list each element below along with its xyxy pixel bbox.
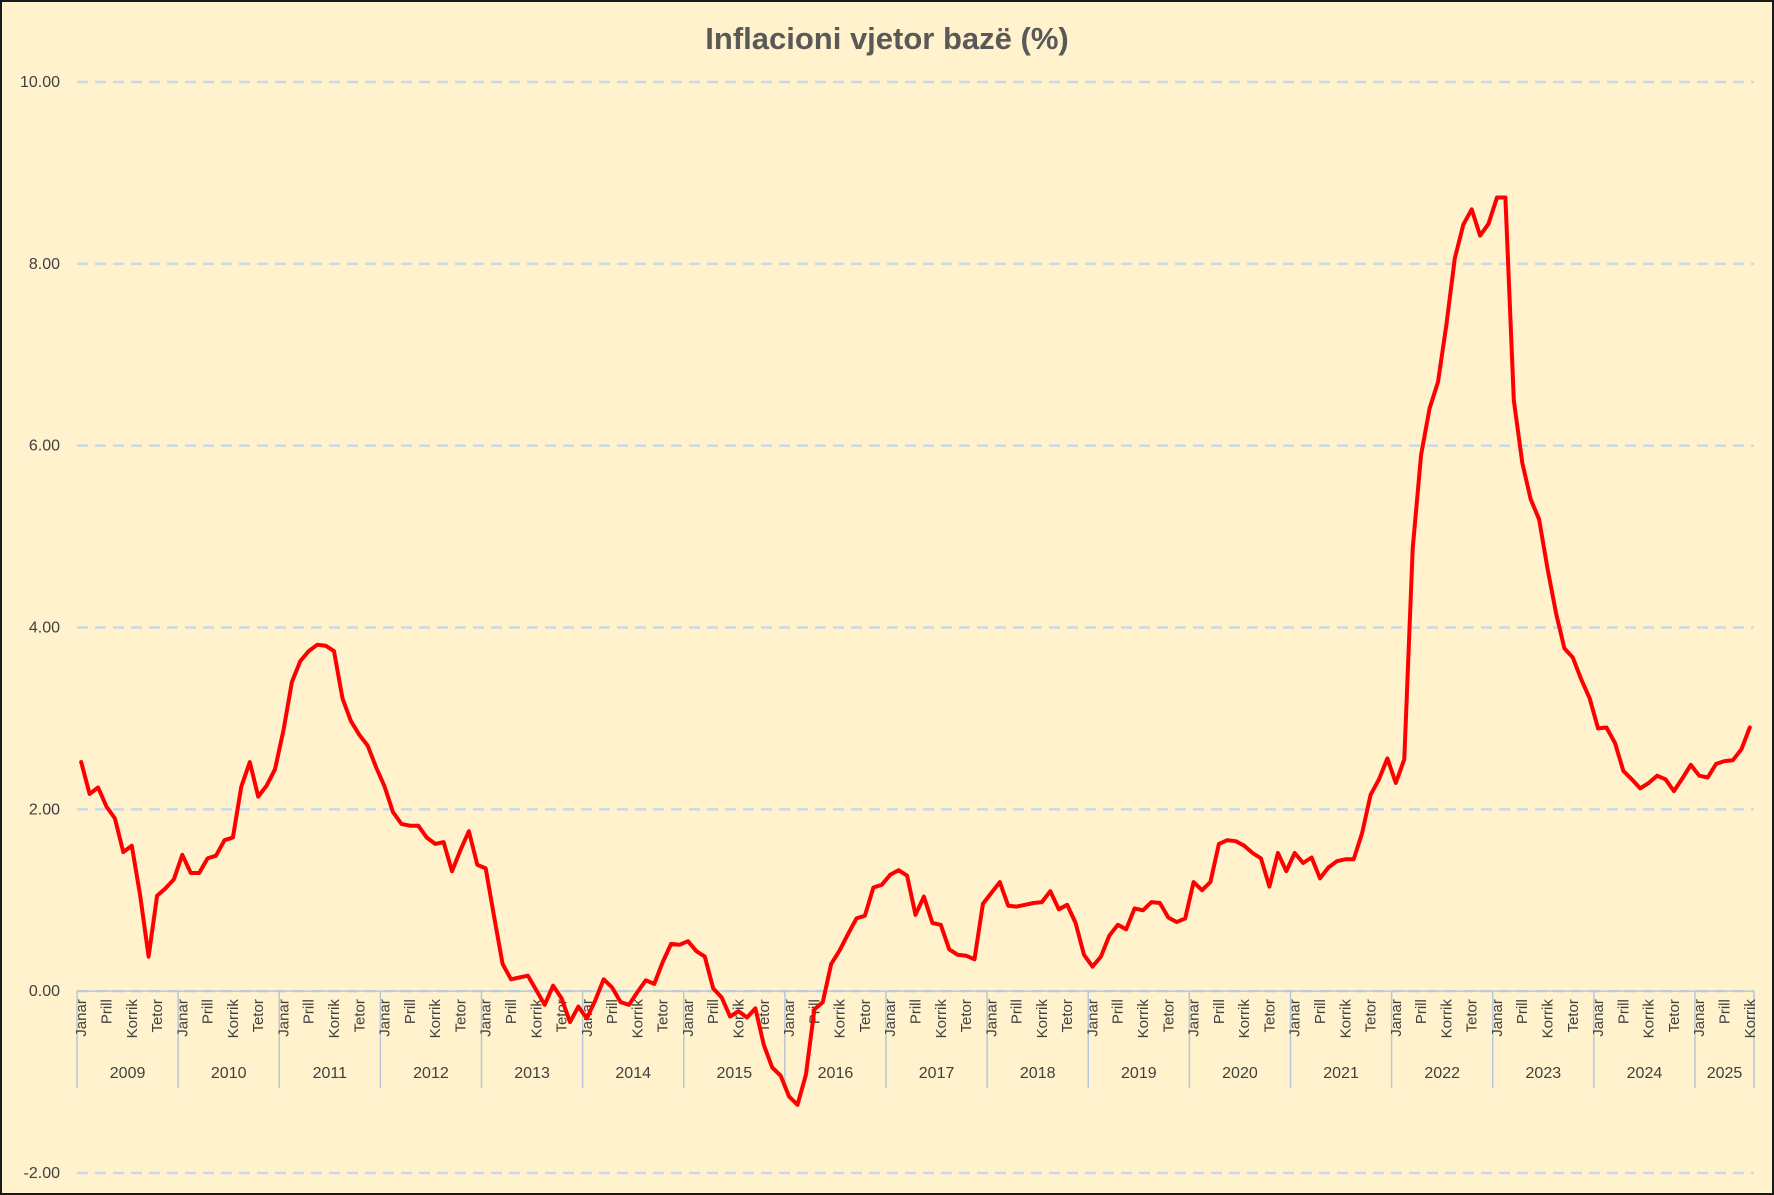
x-month-label: Korrik — [933, 999, 950, 1039]
y-tick-label: 8.00 — [29, 256, 60, 273]
x-year-label: 2009 — [110, 1065, 146, 1082]
x-month-label: Korrik — [1337, 999, 1354, 1039]
x-month-label: Janar — [882, 999, 899, 1037]
x-month-label: Janar — [174, 999, 191, 1037]
x-month-label: Korrik — [1742, 999, 1759, 1039]
x-month-label: Tetor — [1261, 999, 1278, 1032]
x-month-label: Prill — [705, 999, 722, 1024]
x-month-label: Korrik — [124, 999, 141, 1039]
x-month-label: Prill — [301, 999, 318, 1024]
y-tick-label: 2.00 — [29, 801, 60, 818]
x-month-label: Korrik — [1034, 999, 1051, 1039]
x-year-label: 2013 — [514, 1065, 550, 1082]
x-year-label: 2024 — [1627, 1065, 1663, 1082]
x-month-label: Janar — [275, 999, 292, 1037]
x-month-label: Tetor — [1666, 999, 1683, 1032]
x-month-label: Prill — [98, 999, 115, 1024]
series-group — [79, 195, 1752, 1107]
x-month-label: Korrik — [1135, 999, 1152, 1039]
x-year-label: 2022 — [1424, 1065, 1460, 1082]
x-month-label: Janar — [1489, 999, 1506, 1037]
x-month-label: Korrik — [1641, 999, 1658, 1039]
x-month-label: Prill — [1110, 999, 1127, 1024]
x-month-label: Prill — [200, 999, 217, 1024]
x-year-label: 2017 — [919, 1065, 955, 1082]
x-month-label: Prill — [1413, 999, 1430, 1024]
x-month-label: Janar — [781, 999, 798, 1037]
x-month-label: Janar — [1287, 999, 1304, 1037]
x-month-label: Korrik — [1236, 999, 1253, 1039]
x-month-label: Prill — [1312, 999, 1329, 1024]
x-month-label: Prill — [604, 999, 621, 1024]
x-year-label: 2012 — [413, 1065, 449, 1082]
x-month-label: Tetor — [351, 999, 368, 1032]
x-month-label: Tetor — [1464, 999, 1481, 1032]
x-year-label: 2025 — [1707, 1065, 1743, 1082]
x-month-label: Tetor — [655, 999, 672, 1032]
x-month-label: Korrik — [629, 999, 646, 1039]
y-tick-label: 6.00 — [29, 438, 60, 455]
x-month-label: Janar — [377, 999, 394, 1037]
y-tick-label: 0.00 — [29, 983, 60, 1000]
x-month-label: Korrik — [528, 999, 545, 1039]
x-month-label: Korrik — [832, 999, 849, 1039]
x-year-label: 2021 — [1323, 1065, 1359, 1082]
x-month-label: Korrik — [427, 999, 444, 1039]
x-month-label: Janar — [1186, 999, 1203, 1037]
y-tick-label: 4.00 — [29, 620, 60, 637]
x-month-label: Prill — [1615, 999, 1632, 1024]
x-year-label: 2019 — [1121, 1065, 1157, 1082]
x-month-label: Prill — [1211, 999, 1228, 1024]
x-month-label: Prill — [503, 999, 520, 1024]
x-month-label: Prill — [908, 999, 925, 1024]
x-month-label: Tetor — [452, 999, 469, 1032]
y-tick-label: -2.00 — [24, 1165, 61, 1182]
x-year-label: 2018 — [1020, 1065, 1056, 1082]
y-tick-label: 10.00 — [20, 74, 60, 91]
x-year-label: 2016 — [818, 1065, 854, 1082]
x-month-label: Tetor — [958, 999, 975, 1032]
x-month-label: Tetor — [149, 999, 166, 1032]
x-year-label: 2014 — [615, 1065, 651, 1082]
x-month-label: Janar — [73, 999, 90, 1037]
y-axis-tick-labels: 10.00 8.00 6.00 4.00 2.00 0.00 -2.00 — [20, 74, 60, 1182]
x-month-label: Prill — [1514, 999, 1531, 1024]
x-month-label: Tetor — [1565, 999, 1582, 1032]
x-month-label: Prill — [1717, 999, 1734, 1024]
series-line — [79, 195, 1752, 1107]
x-month-label: Tetor — [250, 999, 267, 1032]
x-month-label: Janar — [1388, 999, 1405, 1037]
chart-title: Inflacioni vjetor bazë (%) — [705, 21, 1068, 56]
x-month-label: Korrik — [731, 999, 748, 1039]
x-month-label: Korrik — [1540, 999, 1557, 1039]
x-month-label: Tetor — [1059, 999, 1076, 1032]
x-month-label: Janar — [1084, 999, 1101, 1037]
x-month-label: Korrik — [225, 999, 242, 1039]
x-month-label: Janar — [680, 999, 697, 1037]
x-month-label: Janar — [1691, 999, 1708, 1037]
x-year-label: 2020 — [1222, 1065, 1258, 1082]
x-month-label: Janar — [983, 999, 1000, 1037]
x-year-label: 2010 — [211, 1065, 247, 1082]
x-month-label: Korrik — [326, 999, 343, 1039]
x-year-label: 2011 — [313, 1065, 348, 1082]
x-month-label: Tetor — [1160, 999, 1177, 1032]
x-month-label: Janar — [1590, 999, 1607, 1037]
x-month-label: Prill — [402, 999, 419, 1024]
x-month-label: Prill — [1009, 999, 1026, 1024]
x-month-label: Janar — [478, 999, 495, 1037]
x-year-label: 2023 — [1526, 1065, 1562, 1082]
x-month-label: Tetor — [1363, 999, 1380, 1032]
x-month-label: Korrik — [1438, 999, 1455, 1039]
x-axis: 2009 Janar Prill Korrik Tetor 2010 Janar Prill K… — [73, 990, 1759, 1089]
x-year-label: 2015 — [717, 1065, 753, 1082]
x-month-label: Tetor — [857, 999, 874, 1032]
